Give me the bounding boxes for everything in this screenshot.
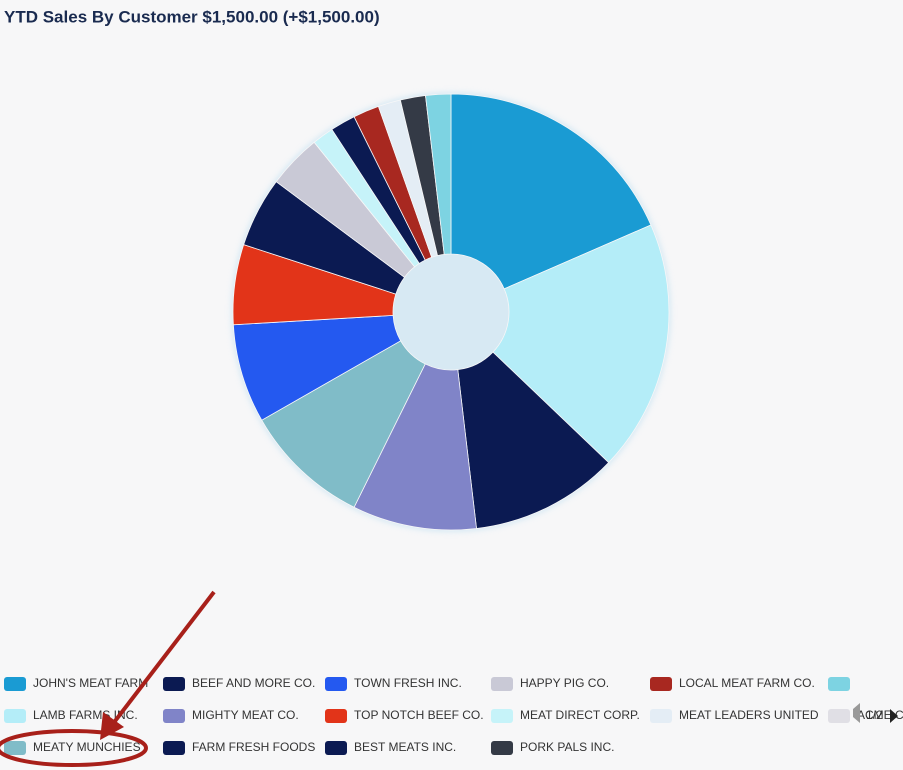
pie-slice: [425, 93, 452, 255]
legend-label[interactable]: FARM FRESH FOODS: [192, 740, 315, 754]
legend-swatch: [491, 709, 513, 723]
pie-slice: [450, 93, 652, 290]
legend-swatch: [4, 709, 26, 723]
legend-label[interactable]: LOCAL MEAT FARM CO.: [679, 676, 815, 690]
legend-page: 1/2: [866, 708, 883, 722]
legend-swatch: [4, 677, 26, 691]
legend-swatch: [325, 677, 347, 691]
chart-title: YTD Sales By Customer $1,500.00 (+$1,500…: [4, 7, 380, 26]
legend-swatch: [325, 709, 347, 723]
legend-label[interactable]: BEST MEATS INC.: [354, 740, 456, 754]
pie-slice: [261, 340, 426, 508]
legend-swatch: [163, 677, 185, 691]
legend-label[interactable]: PORK PALS INC.: [520, 740, 614, 754]
legend-swatch: [650, 709, 672, 723]
legend-swatch: [650, 677, 672, 691]
pie-slice: [353, 363, 477, 531]
annotation-ellipse: [0, 729, 148, 767]
legend-label[interactable]: JOHN'S MEAT FARM: [33, 676, 148, 690]
pie-slice: [457, 351, 610, 529]
legend-swatch: [491, 741, 513, 755]
legend-swatch: [325, 741, 347, 755]
legend-prev[interactable]: [853, 703, 860, 723]
legend-next[interactable]: [890, 709, 898, 723]
annotation-arrow: [110, 590, 216, 727]
legend-label[interactable]: BEEF AND MORE CO.: [192, 676, 315, 690]
legend-label[interactable]: HAPPY PIG CO.: [520, 676, 609, 690]
legend-swatch: [4, 741, 26, 755]
legend-label[interactable]: TOWN FRESH INC.: [354, 676, 462, 690]
pie-slice: [492, 224, 670, 464]
legend-label[interactable]: MEAT LEADERS UNITED: [679, 708, 819, 722]
legend-label[interactable]: MEATY MUNCHIES: [33, 740, 141, 754]
legend-swatch: [828, 709, 850, 723]
pie: [232, 93, 670, 531]
legend-swatch: [491, 677, 513, 691]
legend-label[interactable]: MEAT DIRECT CORP.: [520, 708, 640, 722]
legend-swatch: [828, 677, 850, 691]
legend-swatch: [163, 709, 185, 723]
legend-label[interactable]: MIGHTY MEAT CO.: [192, 708, 299, 722]
legend-swatch: [163, 741, 185, 755]
legend-label[interactable]: TOP NOTCH BEEF CO.: [354, 708, 484, 722]
